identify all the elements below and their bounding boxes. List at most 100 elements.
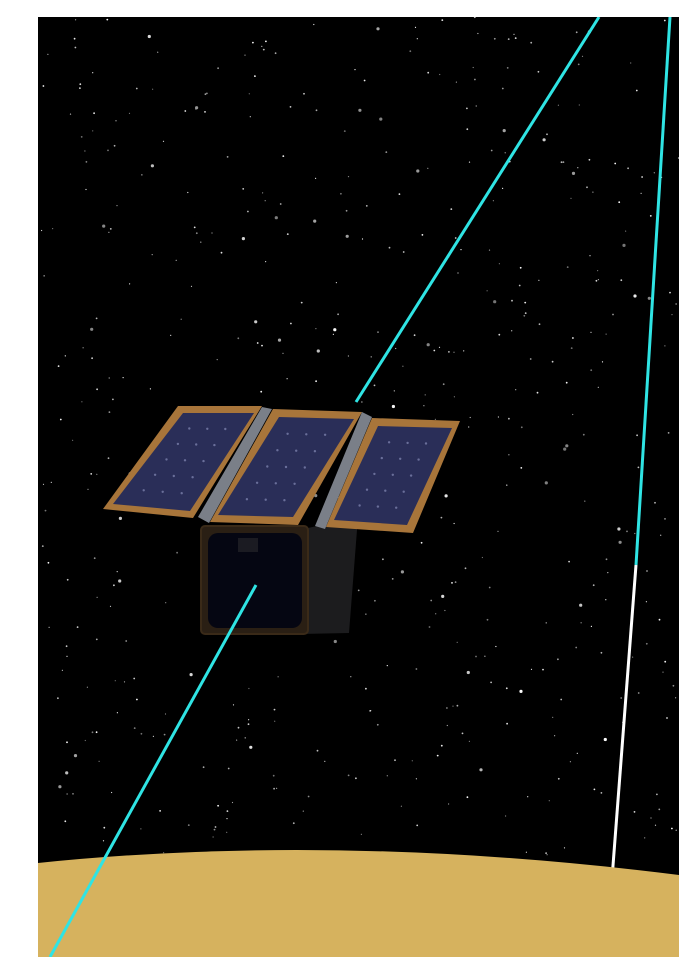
star [507,38,510,40]
star [580,622,582,624]
star [600,651,603,654]
solar-cell [264,498,267,501]
star [47,561,50,564]
star [123,681,126,683]
star [175,259,177,261]
star [490,681,492,684]
star [73,37,76,40]
star [498,333,501,336]
star [114,680,116,682]
star [570,197,572,199]
star [537,70,540,73]
star [492,200,494,202]
solar-cell [255,481,259,484]
star [636,434,638,437]
star [597,270,599,272]
star [402,365,404,367]
star [511,299,513,302]
solar-cell [417,458,420,461]
star [66,793,68,795]
star [519,266,522,269]
star [508,454,510,456]
star [164,713,167,715]
star [237,337,240,340]
star [548,800,550,802]
star [282,352,284,354]
star [95,638,98,641]
star [249,116,251,118]
star [664,660,667,663]
star [426,343,430,347]
star [448,803,450,805]
star [514,37,517,39]
star [300,301,303,304]
star [135,87,138,90]
star [641,176,643,178]
solar-cell [380,456,383,460]
satellite-icon[interactable] [103,406,460,635]
star [52,228,54,230]
star [365,205,368,207]
star [128,112,131,114]
star [575,31,578,34]
star [64,820,67,823]
star [96,596,98,599]
solar-cell [153,473,157,476]
3d-viewport[interactable] [38,17,679,957]
orbit-path-lower [48,584,258,957]
star-field [41,17,679,856]
star [568,560,570,563]
star [87,488,89,490]
star [576,752,578,754]
star [627,167,629,170]
star [620,279,623,282]
star [649,215,652,217]
solar-cell [399,457,402,460]
star [361,238,364,240]
star [95,731,98,734]
star [152,735,154,738]
star [605,599,607,601]
star [256,342,259,344]
star [571,171,576,175]
star [653,172,655,174]
star [90,473,93,475]
star [91,357,93,360]
solar-cell [224,427,227,431]
star [416,169,420,173]
solar-cell [295,449,298,452]
star [603,737,607,742]
star [74,46,77,49]
solar-cell [402,490,405,493]
star [315,328,317,330]
star [546,133,548,136]
star [50,481,52,483]
star [658,618,661,621]
star [479,768,483,772]
star [141,174,143,176]
star [370,710,372,712]
star [435,613,437,615]
star [626,530,628,533]
star [113,144,116,147]
solar-cell [161,490,164,493]
star [59,418,62,421]
star [347,355,349,357]
star [453,351,455,353]
star [107,149,109,152]
star [460,249,462,251]
star [108,231,110,233]
star [416,38,418,40]
star [237,726,240,729]
star [277,338,282,342]
star [273,787,275,790]
star [667,432,670,434]
solar-cell [202,459,205,463]
star [669,291,671,294]
star [66,741,68,744]
star [620,697,623,699]
star [569,761,572,763]
star [473,17,476,19]
star [455,81,457,83]
star [129,283,131,285]
